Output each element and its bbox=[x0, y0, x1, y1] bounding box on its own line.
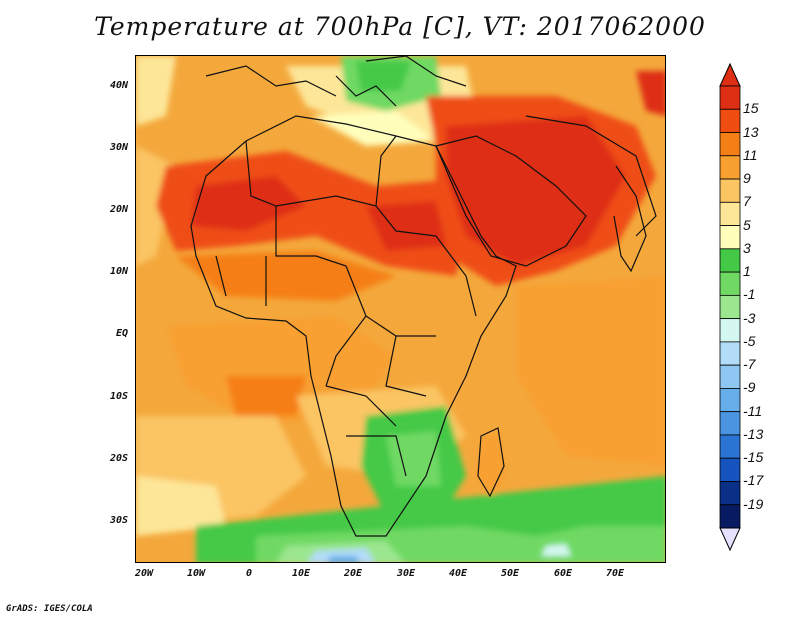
lat-label-30s: 30S bbox=[109, 515, 128, 526]
colorbar-tick-label: 15 bbox=[743, 100, 759, 117]
colorbar-tick-label: -17 bbox=[743, 472, 764, 489]
lon-label-30e: 30E bbox=[396, 568, 416, 579]
lon-label-40e: 40E bbox=[448, 568, 468, 579]
lon-label-10w: 10W bbox=[186, 568, 206, 579]
colorbar-segment bbox=[719, 504, 741, 529]
colorbar-segment bbox=[719, 294, 741, 320]
colorbar-segment bbox=[719, 108, 741, 133]
lon-label-50e: 50E bbox=[500, 568, 520, 579]
colorbar-segment bbox=[719, 341, 741, 366]
lat-label-40n: 40N bbox=[109, 80, 128, 91]
colorbar-segment bbox=[719, 318, 741, 343]
colorbar-tick-label: -9 bbox=[743, 379, 756, 396]
lat-label-10n: 10N bbox=[109, 266, 128, 277]
colorbar-tick-label: -15 bbox=[743, 449, 764, 466]
colorbar-tick-label: -3 bbox=[743, 309, 756, 326]
lon-label-20w: 20W bbox=[134, 568, 154, 579]
colorbar-segment bbox=[719, 225, 741, 250]
colorbar-tick-label: 13 bbox=[743, 123, 759, 140]
temperature-map bbox=[135, 55, 666, 563]
colorbar-tick-label: 3 bbox=[743, 239, 751, 256]
lat-label-20n: 20N bbox=[109, 204, 128, 215]
colorbar bbox=[719, 62, 741, 552]
colorbar-tick-label: 5 bbox=[743, 216, 751, 233]
colorbar-segment bbox=[719, 271, 741, 296]
colorbar-segment bbox=[719, 457, 741, 482]
colorbar-tick-label: -19 bbox=[743, 495, 764, 512]
colorbar-segment bbox=[719, 132, 741, 157]
colorbar-segment bbox=[719, 248, 741, 273]
credit-text: GrADS: IGES/COLA bbox=[6, 604, 93, 614]
colorbar-segment bbox=[719, 85, 741, 110]
colorbar-segment bbox=[719, 178, 741, 203]
temperature-field bbox=[136, 56, 665, 562]
colorbar-segment bbox=[719, 434, 741, 459]
colorbar-over-arrow bbox=[719, 62, 741, 87]
colorbar-tick-label: -5 bbox=[743, 332, 756, 349]
colorbar-segment bbox=[719, 481, 741, 506]
lon-label-20e: 20E bbox=[343, 568, 363, 579]
coastlines bbox=[190, 56, 657, 537]
colorbar-tick-label: -1 bbox=[743, 286, 756, 303]
colorbar-segment bbox=[719, 201, 741, 226]
colorbar-segment bbox=[719, 388, 741, 413]
lon-label-10e: 10E bbox=[291, 568, 311, 579]
colorbar-tick-label: 9 bbox=[743, 170, 751, 187]
lat-label-20s: 20S bbox=[109, 453, 128, 464]
colorbar-tick-label: -11 bbox=[743, 402, 763, 419]
colorbar-segment bbox=[719, 364, 741, 389]
lat-label-eq: EQ bbox=[115, 328, 128, 339]
map-title: Temperature at 700hPa [C], VT: 201706200… bbox=[94, 12, 706, 41]
lon-label-60e: 60E bbox=[553, 568, 573, 579]
colorbar-tick-label: 1 bbox=[743, 263, 751, 280]
lat-label-10s: 10S bbox=[109, 391, 128, 402]
lat-label-30n: 30N bbox=[109, 142, 128, 153]
lon-label-0: 0 bbox=[245, 568, 253, 579]
colorbar-tick-label: -13 bbox=[743, 425, 764, 442]
colorbar-tick-label: -7 bbox=[743, 356, 756, 373]
colorbar-under-arrow bbox=[719, 527, 741, 552]
lon-label-70e: 70E bbox=[605, 568, 625, 579]
colorbar-tick-label: 11 bbox=[743, 146, 758, 163]
colorbar-segment bbox=[719, 411, 741, 436]
colorbar-tick-label: 7 bbox=[743, 193, 751, 210]
colorbar-segment bbox=[719, 155, 741, 180]
